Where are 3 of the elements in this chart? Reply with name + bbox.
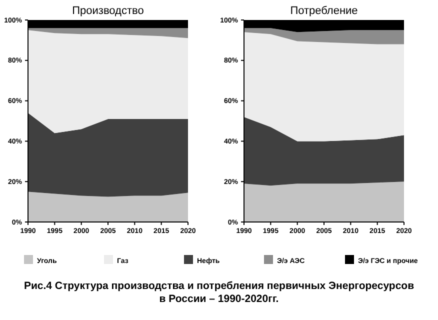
chart-title: Производство: [72, 5, 144, 17]
text: Рис.4 Структура производства и потребления первичных Энергоресурсов в России – 1990-2020гг.: [24, 280, 415, 305]
chart-title: Потребление: [290, 5, 358, 17]
